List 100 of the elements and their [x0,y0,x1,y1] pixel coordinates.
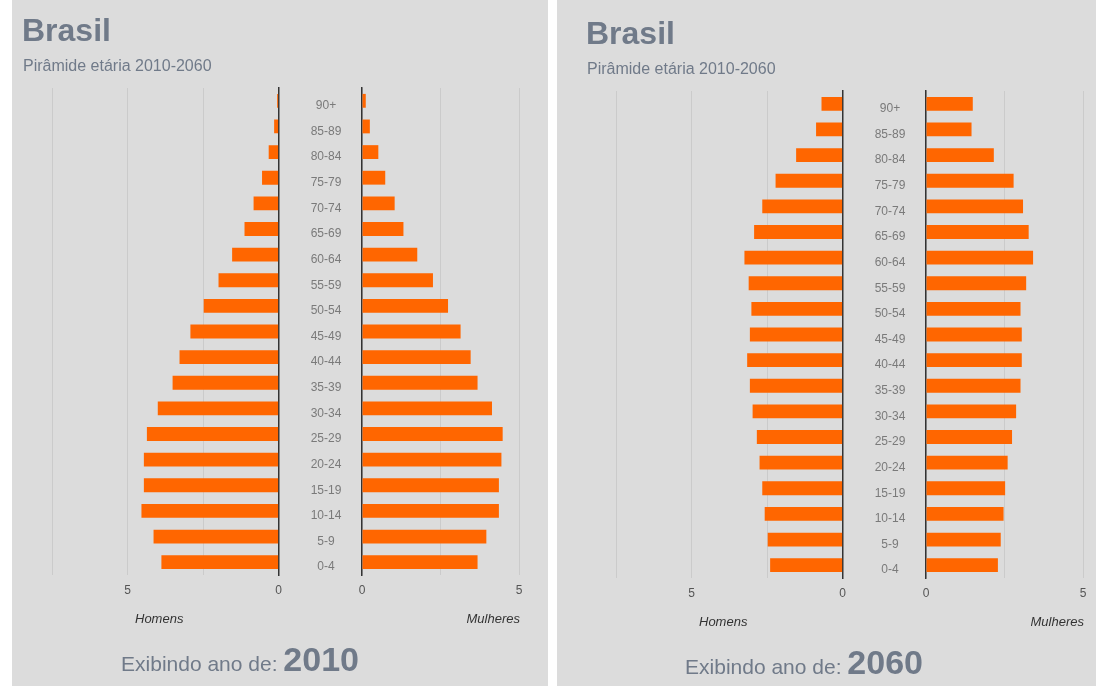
bar [157,401,279,416]
bar [262,170,279,185]
bar [244,222,279,236]
bar [744,250,843,265]
bar [362,145,379,159]
bar [362,273,433,288]
bar [751,301,843,316]
bar [754,225,843,239]
y-tick-label: 65-69 [874,229,906,244]
bar [274,119,279,134]
y-tick-label: 45-49 [310,328,342,343]
bar [362,375,478,390]
bar [161,555,279,570]
y-tick-label: 55-59 [310,277,342,292]
bar [172,375,279,390]
y-tick-label: 65-69 [310,226,342,241]
y-tick-label: 25-29 [874,434,906,449]
y-tick-label: 35-39 [874,383,906,398]
y-tick-label: 20-24 [310,456,342,471]
bar [268,145,279,159]
bar [749,378,843,393]
y-tick-label: 10-14 [310,508,342,523]
chart-subtitle: Pirâmide etária 2010-2060 [587,60,776,78]
bar [926,327,1022,342]
y-tick-label: 60-64 [310,251,342,266]
x-axis-title: Mulheres [466,611,520,626]
bar [926,148,994,162]
x-axis-title: Homens [135,611,184,626]
bar [362,196,395,211]
bar [926,276,1027,291]
bar [767,532,843,547]
bar [775,173,843,188]
bar [926,199,1024,214]
bar [143,478,279,493]
bar [816,122,843,137]
bar [362,93,366,108]
x-tick-label: 0 [922,585,930,600]
bar [362,170,386,185]
bar [141,504,279,518]
x-tick-label: 5 [124,582,132,597]
bar [926,225,1029,239]
bar [748,276,843,291]
bar [926,455,1008,470]
bar [232,247,279,262]
bar [926,173,1014,188]
y-tick-label: 15-19 [874,485,906,500]
y-tick-label: 0-4 [317,559,335,574]
y-tick-label: 5-9 [317,533,335,548]
bar [218,273,279,288]
bar [926,532,1001,547]
bar [926,430,1013,444]
bar [926,96,973,111]
y-tick-label: 0-4 [881,562,899,577]
y-tick-label: 75-79 [310,175,342,190]
bar [821,96,843,111]
bar [179,350,279,365]
y-tick-label: 70-74 [310,200,342,215]
y-tick-label: 90+ [315,98,337,113]
bar [926,122,972,137]
bar [362,324,461,339]
chart-title: Brasil [22,12,111,49]
y-tick-label: 40-44 [310,354,342,369]
y-tick-label: 60-64 [874,254,906,269]
chart-title: Brasil [586,15,675,52]
y-tick-label: 50-54 [874,306,906,321]
bar [253,196,279,211]
x-axis-title: Homens [699,614,748,629]
bar [362,478,499,493]
x-tick-label: 0 [839,585,847,600]
bar [762,481,843,496]
y-tick-label: 85-89 [874,126,906,141]
bar [362,427,503,441]
y-tick-label: 30-34 [874,408,906,423]
bar [926,301,1021,316]
bar [749,327,843,342]
bar [747,353,843,368]
bar [153,529,279,544]
bar [926,481,1006,496]
bar [362,555,478,570]
bar [926,507,1004,521]
chart-subtitle: Pirâmide etária 2010-2060 [23,57,212,75]
x-tick-label: 0 [275,582,283,597]
y-tick-label: 80-84 [874,152,906,167]
bar [203,298,279,313]
bar [762,199,843,214]
bar [362,222,404,236]
bar [759,455,843,470]
y-tick-label: 25-29 [310,431,342,446]
bar [190,324,279,339]
bar [143,452,279,467]
text: Exibindo ano de: 2010 [121,640,359,678]
x-tick-label: 5 [1079,585,1087,600]
x-axis-title: Mulheres [1030,614,1084,629]
y-tick-label: 45-49 [874,331,906,346]
y-tick-label: 10-14 [874,511,906,526]
y-tick-label: 50-54 [310,303,342,318]
bar [362,350,471,365]
y-tick-label: 5-9 [881,536,899,551]
bar [770,558,843,573]
y-tick-label: 90+ [879,101,901,116]
